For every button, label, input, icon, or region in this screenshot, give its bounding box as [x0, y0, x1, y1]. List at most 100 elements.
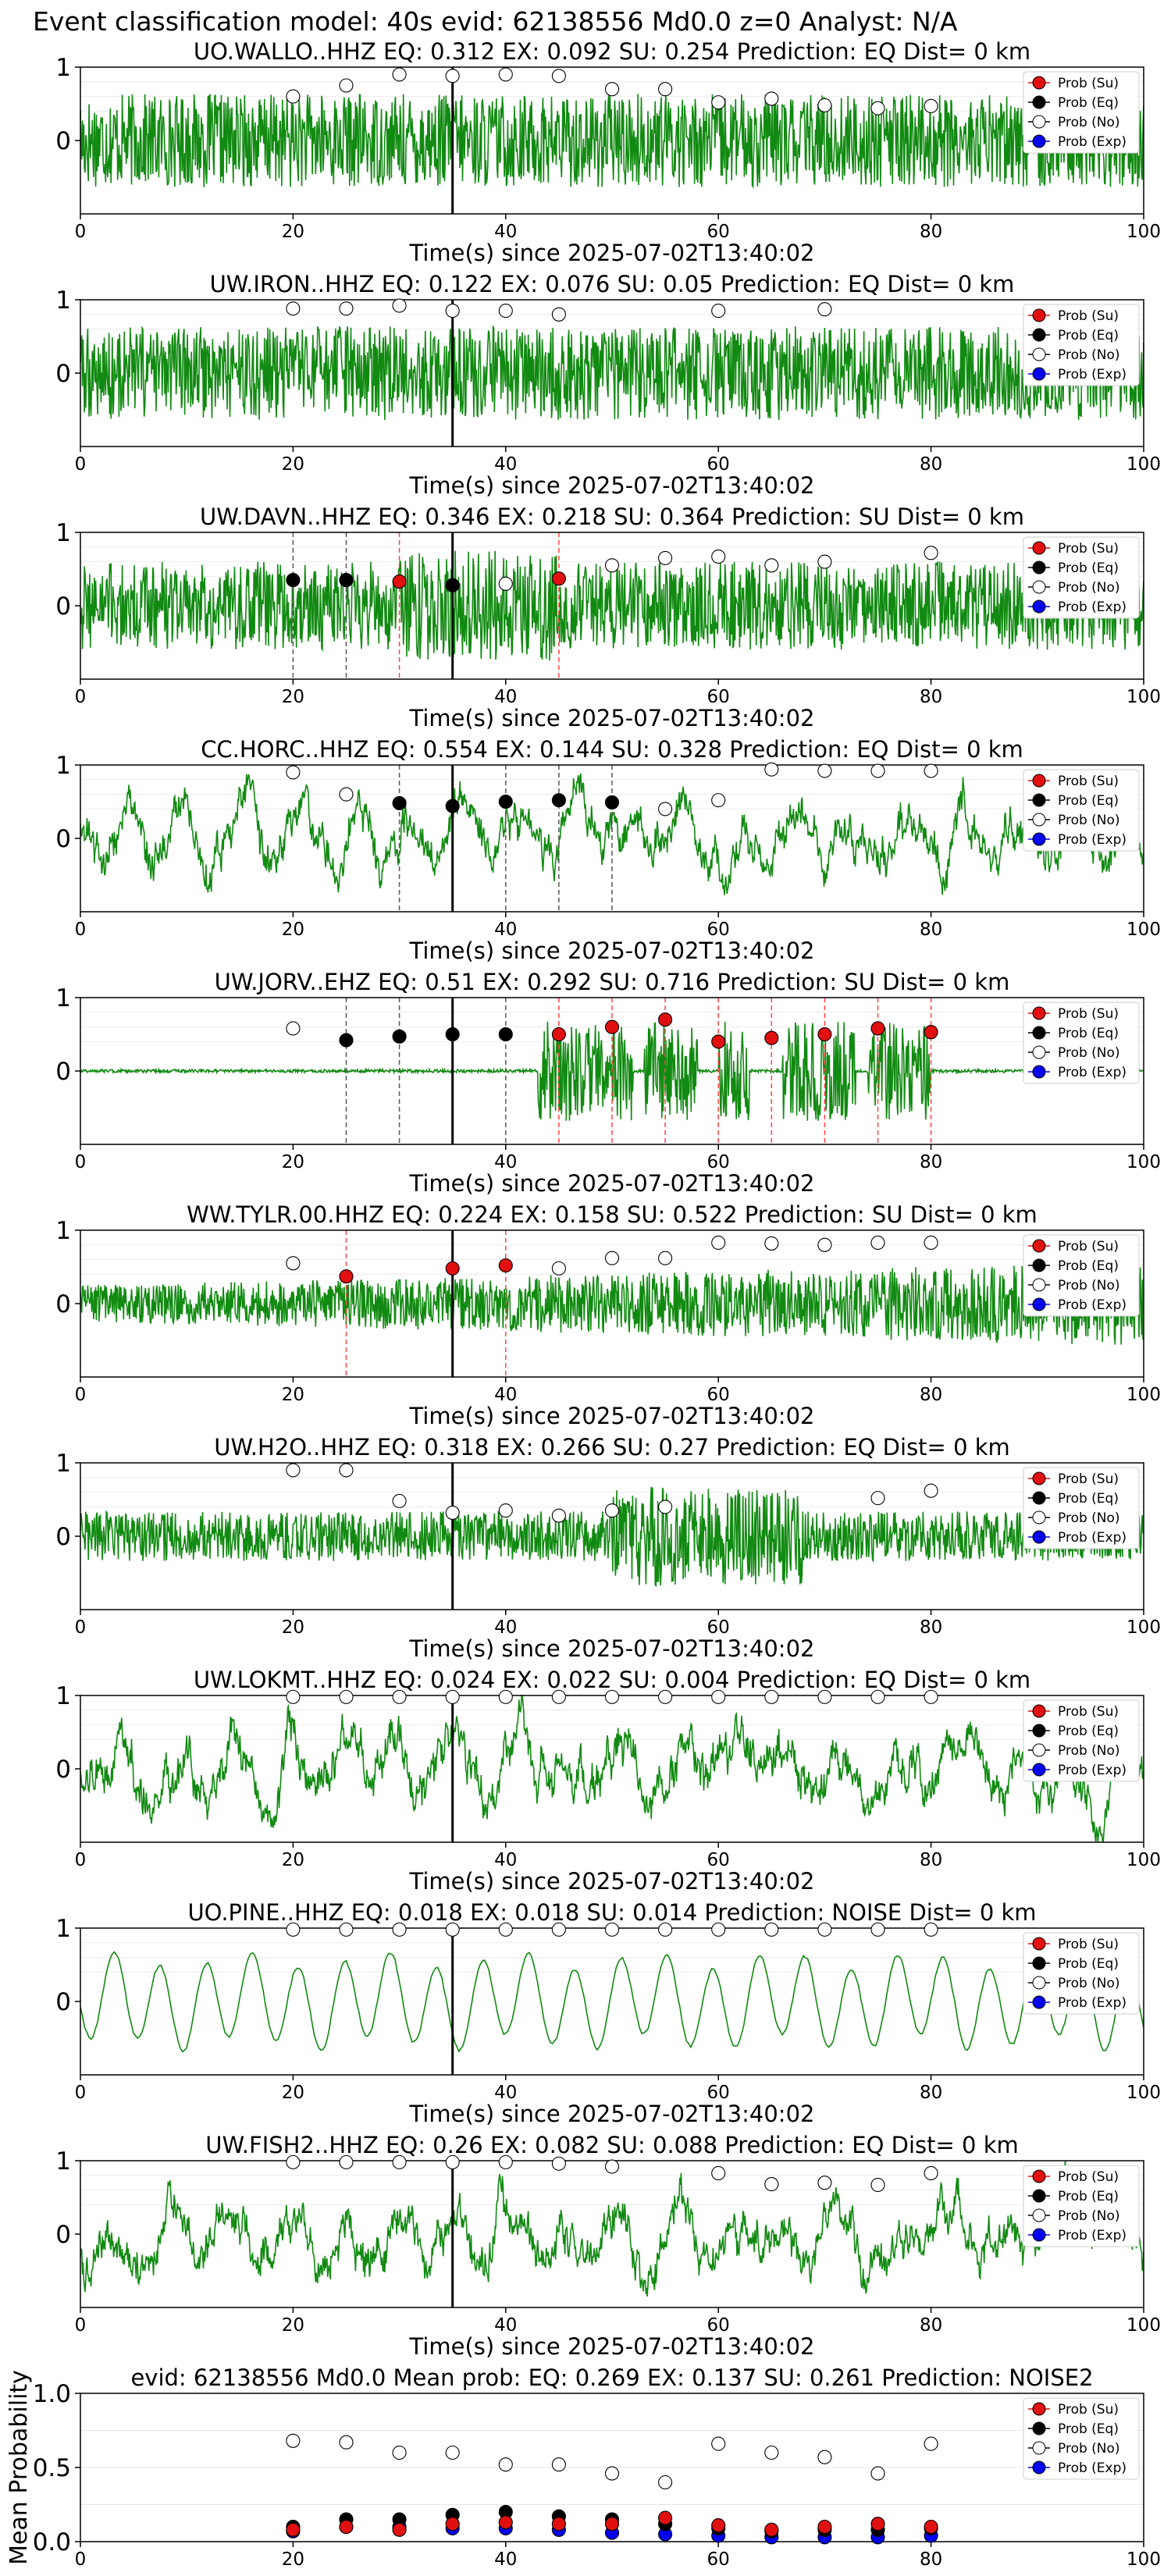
probability-point — [498, 1689, 513, 1704]
probability-point — [870, 1235, 885, 1251]
legend-marker — [1032, 1258, 1046, 1272]
x-tick-label: 60 — [707, 920, 730, 940]
probability-point — [551, 1508, 566, 1523]
x-tick-label: 100 — [1127, 920, 1161, 940]
probability-point — [551, 1261, 566, 1276]
legend-label: Prob (No) — [1058, 580, 1120, 596]
probability-point — [445, 1922, 460, 1937]
probability-point — [445, 304, 460, 318]
probability-point — [339, 1463, 354, 1478]
legend-marker — [1032, 774, 1046, 788]
probability-point — [870, 1021, 885, 1036]
x-tick-label: 100 — [1127, 2549, 1161, 2570]
x-tick-label: 40 — [494, 920, 517, 940]
probability-point — [392, 2522, 407, 2537]
probability-point — [924, 546, 938, 560]
probability-point — [339, 1922, 354, 1937]
probability-point — [286, 1021, 301, 1036]
legend-marker — [1032, 2441, 1046, 2455]
station-panel: UW.DAVN..HHZ EQ: 0.346 EX: 0.218 SU: 0.3… — [55, 503, 1161, 731]
legend-label: Prob (No) — [1058, 2441, 1120, 2457]
probability-point — [551, 69, 566, 84]
probability-point — [286, 1256, 301, 1271]
y-tick-label: 1 — [55, 1682, 71, 1710]
probability-point — [339, 1033, 354, 1048]
legend-label: Prob (No) — [1058, 813, 1120, 828]
x-tick-label: 40 — [494, 2315, 517, 2336]
legend-label: Prob (Exp) — [1058, 1297, 1127, 1313]
legend-label: Prob (Eq) — [1058, 1258, 1119, 1274]
probability-point — [445, 2154, 460, 2169]
legend-label: Prob (No) — [1058, 115, 1120, 130]
y-tick-label: 0 — [55, 1058, 71, 1086]
legend-box — [1023, 2165, 1140, 2247]
legend-marker — [1032, 367, 1046, 381]
x-axis-label: Time(s) since 2025-07-02T13:40:02 — [409, 938, 815, 964]
legend-marker — [1032, 347, 1046, 361]
probability-point — [817, 1237, 832, 1252]
legend-box — [1023, 1234, 1140, 1317]
probability-point — [817, 1026, 832, 1042]
legend-marker — [1032, 2169, 1046, 2183]
legend-marker — [1032, 2421, 1046, 2435]
x-tick-label: 100 — [1127, 687, 1161, 707]
legend-marker — [1032, 1239, 1046, 1253]
probability-point — [551, 307, 566, 322]
y-tick-label: 1 — [55, 54, 71, 82]
x-tick-label: 0 — [75, 687, 87, 707]
y-tick-label: 0 — [55, 825, 71, 853]
legend-marker — [1032, 2189, 1046, 2203]
x-tick-label: 60 — [707, 1617, 730, 1638]
y-tick-label: 0 — [55, 2221, 71, 2249]
probability-point — [711, 2518, 726, 2533]
axes-frame — [80, 1927, 1144, 2076]
legend-label: Prob (Su) — [1058, 2169, 1119, 2185]
legend-label: Prob (Su) — [1058, 1239, 1119, 1254]
y-axis-label: Mean Probability — [5, 2370, 33, 2565]
legend-marker — [1032, 134, 1046, 148]
waveform-trace — [80, 94, 1144, 189]
x-tick-label: 80 — [920, 1152, 942, 1172]
probability-point — [392, 1029, 407, 1044]
y-tick-label: 1.0 — [33, 2380, 71, 2408]
waveform-trace — [80, 1695, 1144, 1843]
probability-point — [870, 1491, 885, 1506]
probability-point — [286, 1463, 301, 1478]
probability-point — [339, 1689, 354, 1704]
probability-point — [339, 573, 354, 588]
panel-title: UW.JORV..EHZ EQ: 0.51 EX: 0.292 SU: 0.71… — [215, 969, 1010, 995]
x-tick-label: 60 — [707, 2083, 730, 2103]
legend-label: Prob (Exp) — [1058, 367, 1127, 382]
legend-marker — [1032, 813, 1046, 827]
probability-point — [392, 1922, 407, 1937]
probability-point — [817, 302, 832, 317]
legend-marker — [1032, 793, 1046, 807]
x-tick-label: 20 — [282, 2083, 304, 2103]
x-tick-label: 20 — [282, 1617, 304, 1638]
legend-marker — [1032, 1006, 1046, 1020]
legend-marker — [1032, 1065, 1046, 1079]
probability-point — [924, 1483, 938, 1498]
probability-point — [870, 2177, 885, 2193]
probability-point — [817, 98, 832, 112]
legend-label: Prob (Exp) — [1058, 832, 1127, 848]
legend-marker — [1032, 1278, 1046, 1292]
probability-point — [445, 2445, 460, 2460]
probability-point — [764, 2522, 779, 2537]
x-tick-label: 100 — [1127, 1385, 1161, 1405]
legend-marker — [1032, 328, 1046, 342]
legend-marker — [1032, 1530, 1046, 1544]
probability-point — [286, 1689, 301, 1704]
station-panel: CC.HORC..HHZ EQ: 0.554 EX: 0.144 SU: 0.3… — [55, 736, 1161, 964]
legend-label: Prob (No) — [1058, 1510, 1120, 1526]
probability-point — [392, 298, 407, 313]
probability-point — [817, 554, 832, 569]
y-tick-label: 1 — [55, 286, 71, 315]
legend-marker — [1032, 1995, 1046, 2009]
legend-label: Prob (No) — [1058, 1743, 1120, 1759]
station-panel: UW.H2O..HHZ EQ: 0.318 EX: 0.266 SU: 0.27… — [55, 1434, 1161, 1662]
legend-label: Prob (Exp) — [1058, 1065, 1127, 1080]
probability-point — [604, 1689, 620, 1704]
legend-label: Prob (Eq) — [1058, 328, 1119, 343]
legend-label: Prob (No) — [1058, 1278, 1120, 1293]
